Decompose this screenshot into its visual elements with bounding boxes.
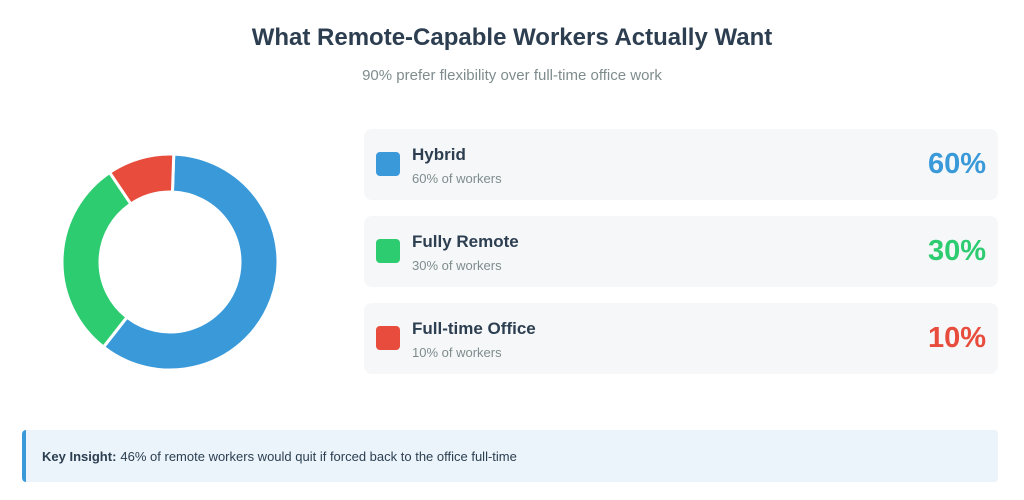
legend-label: Fully Remote xyxy=(412,232,519,251)
legend-label: Full-time Office xyxy=(412,319,536,338)
legend-swatch-full-time-office xyxy=(376,326,400,350)
key-insight-label: Key Insight: xyxy=(42,448,117,464)
key-insight-text: 46% of remote workers would quit if forc… xyxy=(120,448,517,464)
legend-value: 60% xyxy=(927,148,986,180)
legend-item-fully-remote: Fully Remote 30% of workers 30% xyxy=(364,216,998,287)
donut-slice-hybrid xyxy=(101,152,280,372)
donut-slice-fully-remote xyxy=(60,170,133,350)
legend-value: 10% xyxy=(927,322,986,354)
legend-item-hybrid: Hybrid 60% of workers 60% xyxy=(364,129,998,200)
donut-chart xyxy=(60,152,280,372)
legend-label: Hybrid xyxy=(412,145,466,164)
chart-title: What Remote-Capable Workers Actually Wan… xyxy=(251,24,773,51)
legend-item-full-time-office: Full-time Office 10% of workers 10% xyxy=(364,303,998,374)
donut-slice-full-time-office xyxy=(107,152,176,207)
legend-sublabel: 30% of workers xyxy=(412,258,502,273)
legend-swatch-hybrid xyxy=(376,152,400,176)
legend: Hybrid 60% of workers 60% Fully Remote 3… xyxy=(364,129,998,390)
key-insight-box: Key Insight: 46% of remote workers would… xyxy=(22,430,998,482)
legend-sublabel: 10% of workers xyxy=(412,345,502,360)
chart-subtitle: 90% prefer flexibility over full-time of… xyxy=(362,67,662,84)
legend-swatch-fully-remote xyxy=(376,239,400,263)
legend-value: 30% xyxy=(927,235,986,267)
legend-sublabel: 60% of workers xyxy=(412,171,502,186)
